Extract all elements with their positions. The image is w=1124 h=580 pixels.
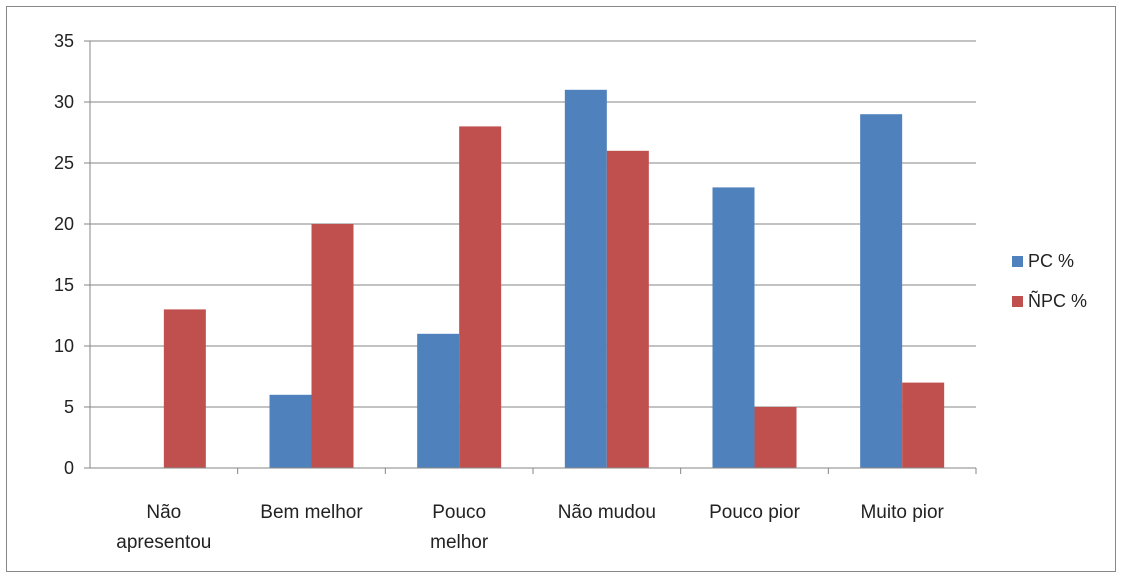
bar-npc-2 (459, 126, 502, 469)
y-tick-label: 35 (54, 31, 74, 51)
y-axis-ticks: 0 5 10 15 20 25 30 35 (54, 31, 90, 478)
x-category-label: Muito pior (860, 502, 944, 523)
bar-pc-4 (712, 187, 755, 468)
bar-npc-5 (902, 382, 945, 468)
bar-pc-2 (417, 333, 460, 468)
y-tick-label: 15 (54, 275, 74, 295)
y-tick-label: 20 (54, 214, 74, 234)
y-tick-label: 25 (54, 153, 74, 173)
x-category-label: Bem melhor (260, 502, 363, 523)
y-tick-label: 5 (64, 397, 74, 417)
bar-pc-3 (564, 89, 607, 469)
bar-npc-0 (163, 309, 206, 468)
bar-pc-5 (860, 114, 903, 468)
y-tick-label: 0 (64, 458, 74, 478)
axes (89, 41, 977, 474)
bar-pc-1 (269, 394, 312, 468)
legend-label: ÑPC % (1028, 290, 1087, 311)
legend-swatch (1012, 296, 1023, 307)
x-category-label: Não mudou (558, 502, 656, 523)
y-tick-label: 10 (54, 336, 74, 356)
bar-npc-4 (754, 407, 797, 468)
x-category-label: Não apresentou (116, 502, 211, 553)
bar-npc-3 (606, 150, 649, 469)
bar-npc-1 (311, 224, 354, 468)
legend: PC % ÑPC % (1012, 251, 1087, 311)
legend-label: PC % (1028, 251, 1074, 271)
bar-chart: 0 5 10 15 20 25 30 35 Não apresentou Bem melhor Po… (54, 31, 1087, 553)
bars (163, 89, 945, 469)
x-category-label: Pouco pior (709, 502, 801, 523)
x-category-label: Pouco melhor (430, 502, 489, 553)
legend-swatch (1012, 256, 1023, 267)
x-axis-labels: Não apresentou Bem melhor Pouco melhor Não mu… (116, 502, 944, 553)
y-tick-label: 30 (54, 92, 74, 112)
gridlines (90, 40, 976, 408)
chart-frame: 0 5 10 15 20 25 30 35 Não apresentou Bem melhor Po… (6, 6, 1116, 572)
